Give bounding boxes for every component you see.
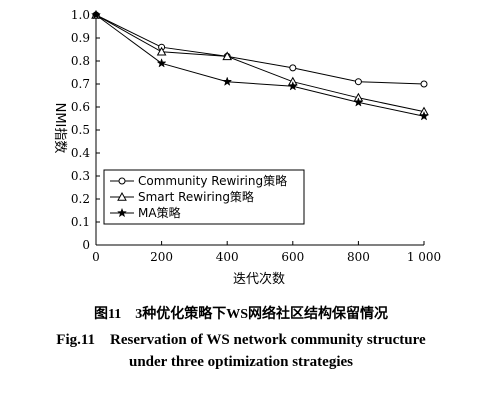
series-line-3 (95, 14, 425, 117)
series-1-point (354, 78, 362, 86)
y-tick-label: 0.3 (71, 169, 90, 183)
series-1-point (420, 80, 428, 88)
series-1-point (289, 64, 297, 72)
y-tick-label: 0.4 (71, 146, 90, 160)
chart-series-markers (90, 9, 430, 121)
series-3-point (353, 97, 364, 107)
legend-marker-2 (117, 191, 127, 201)
series-3-point (287, 81, 298, 91)
y-tick-label: 0.2 (71, 192, 90, 206)
y-tick-label: 1.0 (71, 8, 90, 22)
series-line-1 (95, 14, 425, 85)
y-tick-label: 0 (82, 238, 90, 252)
figure-caption-english-line2: under three optimization strategies (129, 354, 353, 370)
x-tick-label: 600 (281, 250, 304, 264)
legend-label-3: MA策略 (138, 205, 181, 220)
legend-marker-1 (118, 177, 126, 185)
legend-label-2: Smart Rewiring策略 (138, 189, 254, 204)
series-3-point (222, 76, 233, 86)
y-tick-label: 0.1 (71, 215, 90, 229)
series-2-point (222, 51, 233, 61)
y-tick-label: 0.9 (71, 31, 90, 45)
chart-ticks: 0 200 400 600 800 1 000 0 0.1 0.2 0.3 0.4 0.5 0.6 0.7… (71, 8, 441, 264)
nmi-line-chart: 0 200 400 600 800 1 000 0 0.1 0.2 0.3 0.4 0.5 0.6 0.7… (52, 8, 441, 287)
x-tick-label: 0 (92, 250, 100, 264)
series-3-point (90, 9, 102, 20)
figure-caption-english-line1: Fig.11 Reservation of WS network communi… (56, 332, 426, 348)
chart-series-lines (95, 14, 425, 117)
x-axis-label: 迭代次数 (233, 271, 285, 287)
y-tick-label: 0.7 (71, 77, 90, 91)
y-tick-label: 0.8 (71, 54, 90, 68)
x-tick-label: 1 000 (407, 250, 441, 264)
legend-marker-3 (116, 207, 128, 218)
legend-box (103, 169, 305, 225)
y-tick-label: 0.6 (71, 100, 90, 114)
series-line-2 (95, 14, 425, 113)
series-3-point (418, 110, 430, 121)
series-3-point (156, 58, 167, 68)
figure-caption-chinese: 图11 3种优化策略下WS网络社区结构保留情况 (93, 307, 388, 322)
series-2-point (156, 46, 167, 56)
x-tick-label: 400 (216, 250, 239, 264)
x-tick-label: 800 (347, 250, 370, 264)
y-axis-label: NMI指数 (52, 103, 67, 154)
legend-label-1: Community Rewiring策略 (138, 173, 287, 188)
x-tick-label: 200 (150, 250, 173, 264)
y-tick-label: 0.5 (71, 123, 90, 137)
